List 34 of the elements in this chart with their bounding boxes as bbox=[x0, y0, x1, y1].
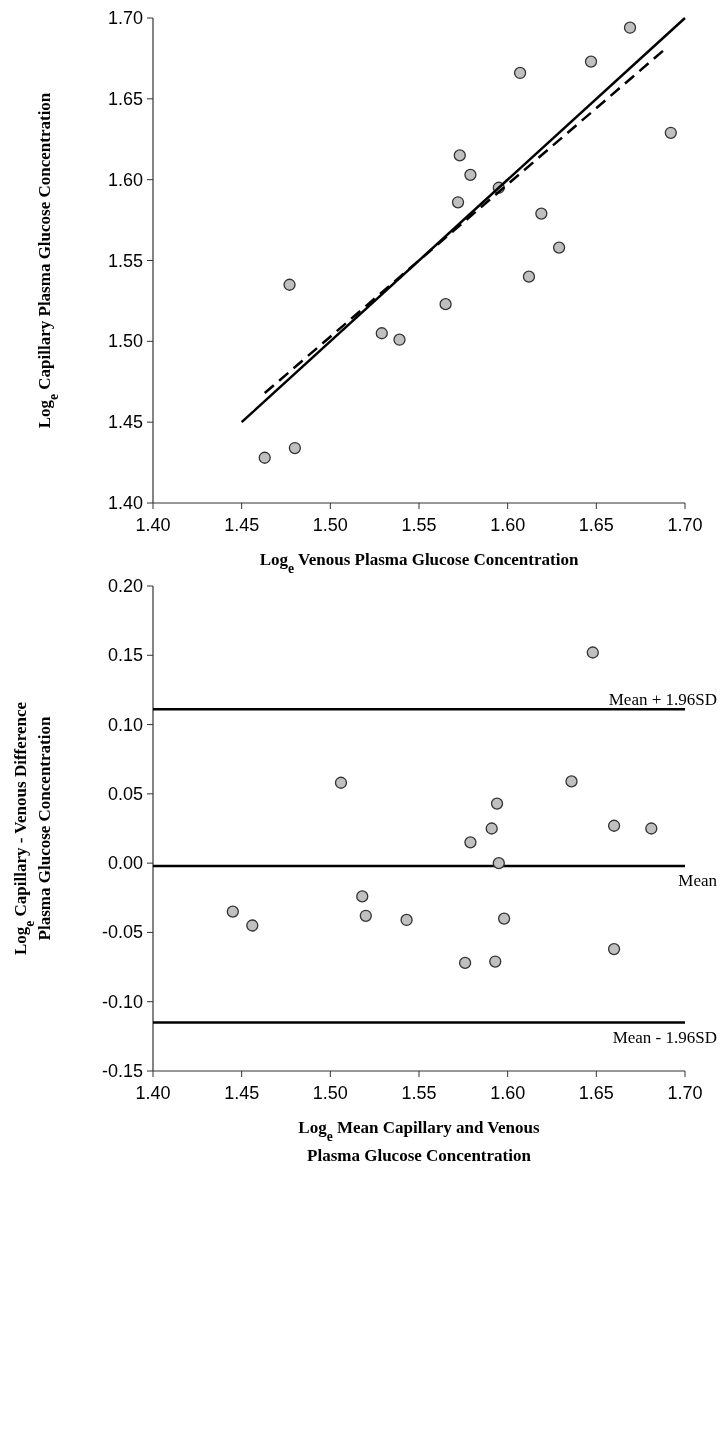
x-axis-title: Log$_{e}$ Mean Capillary and Venous Plasma Glucose Concentration bbox=[298, 1118, 541, 1165]
ref-line-label: Mean - 1.96SD bbox=[612, 1027, 717, 1047]
ref-line-label: Mean bbox=[678, 870, 718, 890]
x-tick-label: 1.50 bbox=[312, 1083, 348, 1103]
x-tick-label: 1.60 bbox=[490, 515, 526, 535]
x-tick-label: 1.55 bbox=[401, 1083, 437, 1103]
y-tick-label: -0.15 bbox=[101, 1061, 143, 1081]
y-tick-label: -0.05 bbox=[101, 922, 143, 943]
y-tick-label: 0.10 bbox=[107, 714, 143, 735]
x-tick-label: 1.45 bbox=[224, 515, 260, 535]
y-tick-label: 1.55 bbox=[107, 250, 143, 271]
y-tick-label: 1.65 bbox=[107, 88, 143, 109]
x-tick-label: 1.50 bbox=[312, 515, 348, 535]
y-tick-label: 0.15 bbox=[107, 645, 143, 666]
x-tick-label: 1.45 bbox=[224, 1083, 260, 1103]
x-tick-label: 1.65 bbox=[578, 1083, 614, 1103]
y-tick-label: 1.40 bbox=[107, 493, 143, 513]
x-tick-label: 1.60 bbox=[490, 1083, 526, 1103]
x-tick-label: 1.40 bbox=[135, 1083, 171, 1103]
y-tick-label: 1.60 bbox=[107, 169, 143, 190]
x-tick-label: 1.70 bbox=[667, 1083, 703, 1103]
x-axis-title: Log$_{e}$ Venous Plasma Glucose Concentration bbox=[259, 550, 579, 576]
ref-line-label: Mean + 1.96SD bbox=[608, 690, 717, 710]
y-tick-label: 1.70 bbox=[107, 8, 143, 28]
y-tick-label: 0.20 bbox=[107, 576, 143, 596]
x-tick-label: 1.65 bbox=[578, 515, 614, 535]
x-tick-label: 1.40 bbox=[135, 515, 171, 535]
y-tick-label: -0.10 bbox=[101, 991, 143, 1012]
y-tick-label: 0.00 bbox=[107, 853, 143, 874]
y-tick-label: 1.50 bbox=[107, 331, 143, 352]
y-tick-label: 1.45 bbox=[107, 412, 143, 433]
y-tick-label: 0.05 bbox=[107, 783, 143, 804]
x-tick-label: 1.70 bbox=[667, 515, 703, 535]
x-tick-label: 1.55 bbox=[401, 515, 437, 535]
